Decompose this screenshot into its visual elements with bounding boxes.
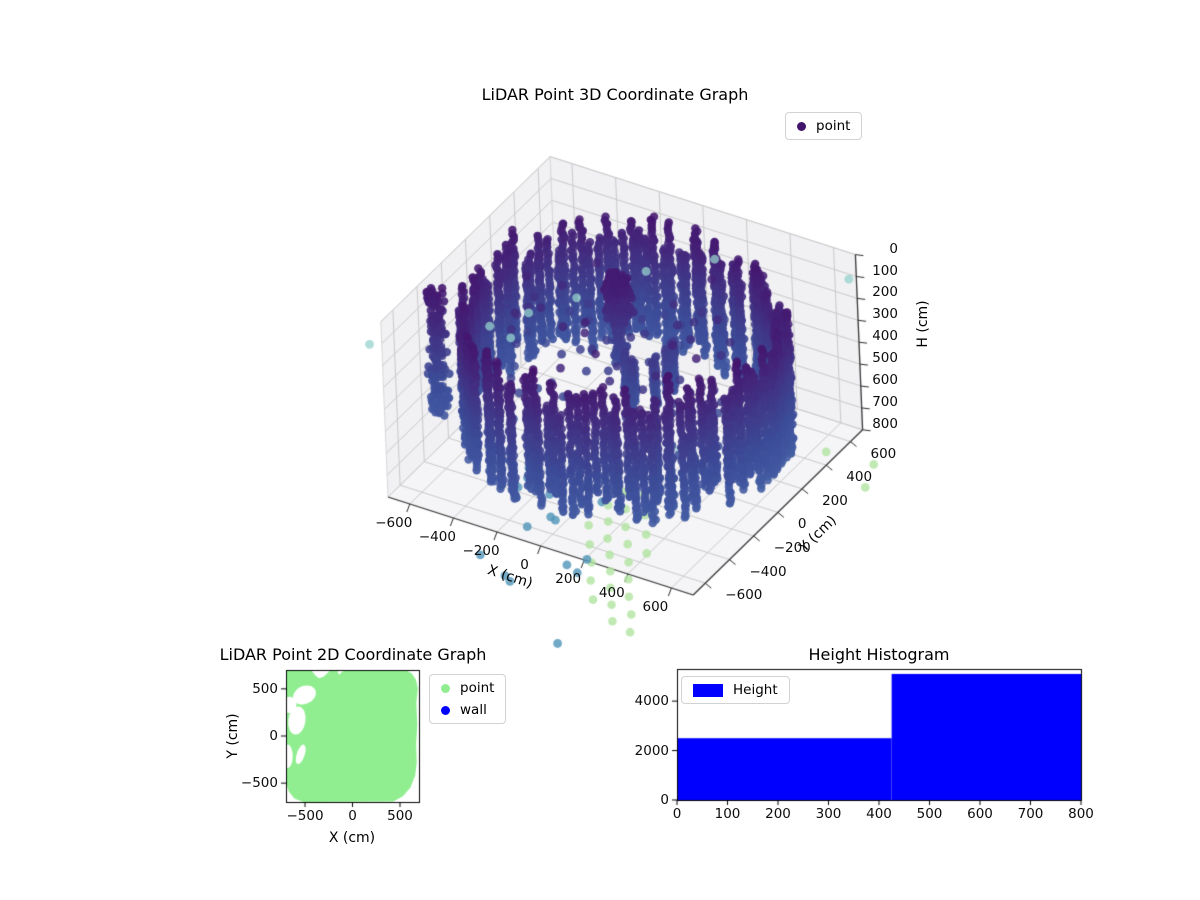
tick-label: 600 — [872, 372, 898, 388]
tick-label: 500 — [872, 350, 898, 367]
legend-label-point-3d: point — [816, 118, 851, 134]
tick-label: 400 — [866, 806, 892, 822]
legend-item-point-2d: point — [430, 677, 505, 699]
tick-label: 400 — [598, 585, 625, 601]
legend-histogram: Height — [681, 676, 790, 704]
tick-label: 0 — [520, 557, 529, 573]
legend-label-point-2d: point — [460, 680, 495, 696]
tick-label: 0 — [672, 806, 682, 822]
tick-label: 2000 — [634, 742, 669, 759]
tick-label: 4000 — [634, 693, 669, 710]
tick-label: −200 — [462, 543, 500, 559]
tick-label: −400 — [749, 563, 787, 580]
tick-label: 600 — [967, 806, 993, 822]
point-marker-icon — [797, 121, 806, 131]
tick-label: 700 — [872, 393, 898, 410]
tick-label: 600 — [642, 599, 669, 615]
wall-marker-icon — [441, 705, 450, 715]
tick-label: −600 — [375, 515, 413, 531]
tick-label: 800 — [872, 415, 898, 432]
legend-item-wall-2d: wall — [430, 699, 505, 721]
title-histogram: Height Histogram — [808, 645, 950, 664]
legend-item-height: Height — [682, 679, 789, 701]
tick-label: 100 — [872, 262, 898, 279]
point-marker-icon — [441, 683, 450, 693]
tick-label: 500 — [387, 808, 413, 824]
legend-item-point-3d: point — [786, 115, 861, 137]
legend-2d: point wall — [429, 674, 507, 724]
axis-label-x-2d: X (cm) — [328, 830, 376, 846]
tick-label: 0 — [889, 240, 898, 257]
tick-label: 800 — [1068, 806, 1094, 822]
tick-label: 500 — [252, 680, 278, 697]
axis-label-y-2d: Y (cm) — [225, 713, 241, 759]
tick-label: 0 — [797, 516, 807, 533]
tick-label: 400 — [872, 328, 898, 345]
tick-label: 0 — [660, 792, 669, 808]
tick-label: 200 — [765, 806, 791, 822]
title-2d: LiDAR Point 2D Coordinate Graph — [219, 645, 487, 664]
legend-label-wall-2d: wall — [460, 702, 487, 718]
tick-label: 200 — [555, 571, 582, 587]
height-swatch-icon — [693, 683, 723, 697]
title-3d: LiDAR Point 3D Coordinate Graph — [481, 85, 749, 104]
tick-label: 200 — [822, 492, 848, 509]
tick-label: 700 — [1017, 806, 1044, 822]
tick-label: −500 — [240, 775, 278, 792]
tick-label: 0 — [348, 808, 357, 824]
legend-3d: point — [785, 112, 863, 140]
tick-label: 100 — [714, 806, 741, 822]
tick-label: 500 — [916, 806, 943, 822]
tick-label: 400 — [846, 469, 873, 486]
tick-label: 300 — [872, 306, 898, 323]
tick-label: −200 — [773, 540, 811, 556]
tick-label: 200 — [872, 284, 898, 301]
tick-label: 300 — [815, 806, 842, 822]
tick-label: −600 — [725, 587, 763, 604]
tick-label: −500 — [286, 808, 324, 824]
axis-label-h-3d: H (cm) — [915, 300, 931, 348]
tick-label: 600 — [870, 445, 897, 462]
tick-label: 0 — [269, 728, 278, 744]
legend-label-height: Height — [733, 682, 778, 698]
tick-label: −400 — [418, 529, 456, 545]
